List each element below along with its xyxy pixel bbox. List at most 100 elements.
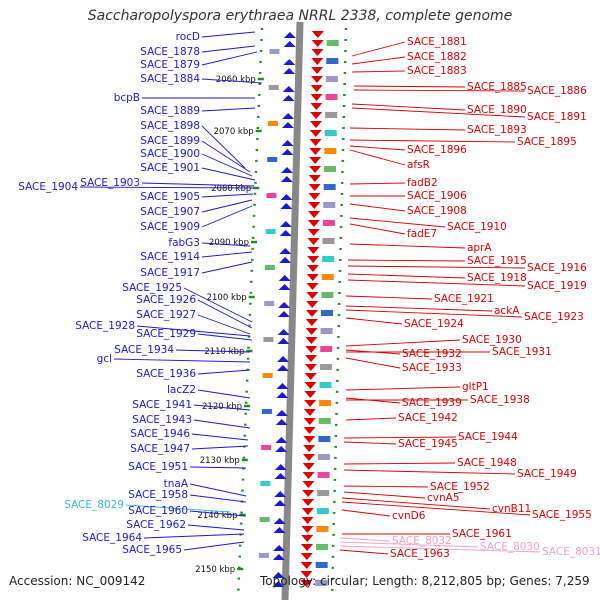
forward-gene-arrow [282, 113, 295, 119]
gene-label[interactable]: cvnB11 [492, 503, 531, 515]
label-connector [197, 333, 253, 341]
gene-label[interactable]: SACE_1939 [402, 397, 462, 409]
gene-label[interactable]: SACE_1890 [467, 104, 527, 116]
gene-label[interactable]: SACE_1885 [467, 81, 527, 93]
gene-label[interactable]: SACE_1962 [126, 519, 186, 531]
gene-label[interactable]: SACE_1899 [140, 135, 200, 147]
gene-label[interactable]: gltP1 [462, 381, 489, 393]
gene-label[interactable]: cvnD6 [392, 510, 426, 522]
gene-label[interactable]: rocD [176, 31, 200, 43]
gene-label[interactable]: SACE_1960 [128, 505, 188, 517]
reverse-gene-arrow [309, 166, 322, 173]
gene-label[interactable]: SACE_1949 [517, 468, 577, 480]
gene-label[interactable]: SACE_1903 [80, 177, 140, 189]
gene-label[interactable]: fadB2 [407, 177, 438, 189]
gene-label[interactable]: SACE_1878 [140, 46, 200, 58]
gene-label[interactable]: SACE_1942 [398, 412, 458, 424]
gene-feature-block [262, 373, 273, 378]
gene-label[interactable]: SACE_1934 [114, 344, 174, 356]
gene-label[interactable]: SACE_1923 [524, 311, 584, 323]
gene-label[interactable]: SACE_1933 [402, 362, 462, 374]
reverse-gene-arrow [303, 445, 316, 452]
gene-label[interactable]: SACE_1965 [122, 544, 182, 556]
gene-label[interactable]: SACE_1945 [398, 438, 458, 450]
label-connector [351, 56, 406, 65]
gene-label[interactable]: SACE_1900 [140, 148, 200, 160]
gene-label[interactable]: SACE_1951 [128, 461, 188, 473]
gene-label[interactable]: SACE_1904 [18, 181, 78, 193]
gene-label[interactable]: SACE_1909 [140, 221, 200, 233]
gene-label[interactable]: SACE_1958 [128, 489, 188, 501]
gene-label[interactable]: SACE_1930 [462, 334, 522, 346]
label-connector [345, 397, 401, 404]
gene-label[interactable]: SACE_1924 [404, 318, 464, 330]
gene-label[interactable]: SACE_1921 [434, 293, 494, 305]
gene-label[interactable]: SACE_1884 [140, 73, 200, 85]
gene-label[interactable]: SACE_1927 [136, 309, 196, 321]
gene-label[interactable]: SACE_1947 [130, 443, 190, 455]
gene-label[interactable]: SACE_1931 [492, 346, 552, 358]
gene-label[interactable]: cvnA5 [427, 492, 460, 504]
gene-label[interactable]: SACE_1938 [470, 394, 530, 406]
gene-label[interactable]: SACE_1898 [140, 120, 200, 132]
gene-label[interactable]: SACE_1908 [407, 205, 467, 217]
gene-label[interactable]: SACE_1915 [467, 255, 527, 267]
gene-label[interactable]: SACE_1905 [140, 191, 200, 203]
gene-label[interactable]: aprA [467, 242, 492, 254]
gene-label[interactable]: SACE_1906 [407, 190, 467, 202]
gene-label[interactable]: SACE_1948 [457, 457, 517, 469]
gene-label[interactable]: SACE_1936 [136, 368, 196, 380]
kbp-mark: 2140 kbp [197, 511, 237, 521]
gene-label[interactable]: SACE_1916 [527, 262, 587, 274]
gene-label[interactable]: SACE_1926 [136, 294, 196, 306]
gene-label[interactable]: bcpB [114, 92, 140, 104]
gene-label[interactable]: SACE_8030 [480, 541, 540, 553]
gene-label[interactable]: SACE_1914 [140, 251, 200, 263]
gene-label[interactable]: ackA [494, 305, 520, 317]
gene-label[interactable]: SACE_8029 [64, 499, 124, 511]
reverse-gene-arrow [302, 481, 315, 488]
label-connector [187, 524, 245, 531]
forward-gene-arrow [277, 338, 290, 344]
gene-label[interactable]: SACE_1917 [140, 267, 200, 279]
gene-label[interactable]: SACE_1896 [407, 144, 467, 156]
label-connector [201, 51, 258, 66]
gene-label[interactable]: SACE_1891 [527, 111, 587, 123]
gene-label[interactable]: SACE_1955 [532, 509, 592, 521]
gene-label[interactable]: SACE_1919 [527, 280, 587, 292]
gene-label[interactable]: SACE_1961 [452, 528, 512, 540]
gene-label[interactable]: SACE_1946 [130, 428, 190, 440]
gene-label[interactable]: SACE_1901 [140, 162, 200, 174]
gene-label[interactable]: SACE_1964 [82, 532, 142, 544]
gene-label[interactable]: SACE_1879 [140, 59, 200, 71]
label-connector [343, 491, 426, 499]
gene-label[interactable]: SACE_8031 [542, 546, 600, 558]
gene-label[interactable]: SACE_1952 [430, 481, 490, 493]
gene-label[interactable]: SACE_1886 [527, 85, 587, 97]
label-connector [345, 386, 461, 391]
gene-label[interactable]: SACE_1925 [122, 282, 182, 294]
gene-label[interactable]: SACE_1883 [407, 65, 467, 77]
gene-label[interactable]: fabG3 [168, 237, 200, 249]
gene-label[interactable]: SACE_1929 [136, 328, 196, 340]
gene-label[interactable]: SACE_1893 [467, 124, 527, 136]
gene-label[interactable]: SACE_1881 [407, 36, 467, 48]
gene-label[interactable]: SACE_1932 [402, 348, 462, 360]
gene-label[interactable]: SACE_1882 [407, 51, 467, 63]
gene-label[interactable]: SACE_1889 [140, 105, 200, 117]
gene-label[interactable]: SACE_1918 [467, 272, 527, 284]
gene-label[interactable]: SACE_1928 [75, 320, 135, 332]
gene-label[interactable]: SACE_1895 [517, 136, 577, 148]
gene-label[interactable]: lacZ2 [167, 384, 196, 396]
gene-label[interactable]: SACE_1963 [390, 548, 450, 560]
gene-label[interactable]: fadE7 [407, 228, 437, 240]
gene-label[interactable]: gcl [97, 353, 112, 365]
gene-label[interactable]: SACE_1944 [458, 431, 518, 443]
forward-gene-arrow [272, 581, 285, 587]
gene-label[interactable]: SACE_1941 [132, 399, 192, 411]
gene-label[interactable]: afsR [407, 159, 430, 171]
gene-label[interactable]: SACE_1907 [140, 206, 200, 218]
gene-label[interactable]: tnaA [164, 478, 189, 490]
gene-label[interactable]: SACE_1910 [447, 221, 507, 233]
gene-label[interactable]: SACE_1943 [132, 414, 192, 426]
